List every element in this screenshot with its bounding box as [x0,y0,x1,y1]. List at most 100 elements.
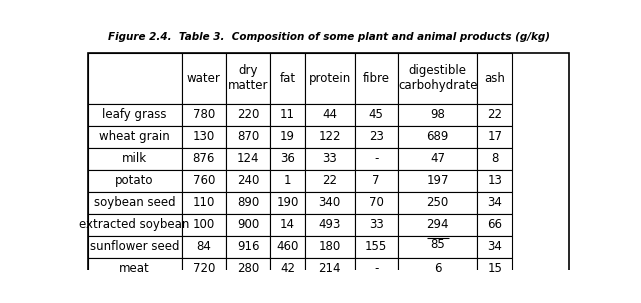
Text: 33: 33 [369,218,383,231]
Text: 240: 240 [237,174,259,187]
Bar [305,104,354,126]
Text: 220: 220 [237,108,259,122]
Text: 22: 22 [487,108,503,122]
Bar [181,236,226,258]
Text: 11: 11 [280,108,295,122]
Bar [88,104,181,126]
Bar [478,53,512,104]
Text: 44: 44 [322,108,337,122]
Bar [88,53,181,104]
Text: extracted soybean: extracted soybean [79,218,190,231]
Bar [478,126,512,148]
Text: 294: 294 [426,218,449,231]
Text: 45: 45 [369,108,384,122]
Bar [181,126,226,148]
Text: potato: potato [115,174,154,187]
Bar [478,148,512,170]
Bar [305,170,354,192]
Bar [181,104,226,126]
Text: leafy grass: leafy grass [103,108,167,122]
Text: 47: 47 [430,152,445,165]
Text: Figure 2.4.  Table 3.  Composition of some plant and animal products (g/kg): Figure 2.4. Table 3. Composition of some… [108,32,549,42]
Text: 85: 85 [430,238,445,251]
Bar [271,170,305,192]
Text: 19: 19 [280,130,295,143]
Bar [354,126,398,148]
Bar [354,148,398,170]
Bar [354,214,398,236]
Bar [478,236,512,258]
Bar [226,236,271,258]
Text: 760: 760 [192,174,215,187]
Bar [271,192,305,214]
Bar [88,214,181,236]
Text: 84: 84 [196,240,211,253]
Text: 197: 197 [426,174,449,187]
Text: 900: 900 [237,218,259,231]
Bar [88,192,181,214]
Bar [398,53,478,104]
Bar [354,170,398,192]
Text: 7: 7 [372,174,380,187]
Text: dry
matter: dry matter [228,64,269,92]
Bar [271,148,305,170]
Text: ash: ash [485,72,505,85]
Bar [88,236,181,258]
Text: 98: 98 [430,108,445,122]
Text: fat: fat [279,72,296,85]
Text: 916: 916 [237,240,260,253]
Text: 155: 155 [365,240,387,253]
Bar [181,53,226,104]
Text: 8: 8 [491,152,499,165]
Text: sunflower seed: sunflower seed [90,240,179,253]
Bar [271,258,305,279]
Bar [354,53,398,104]
Text: 460: 460 [276,240,299,253]
Bar [478,104,512,126]
Text: 720: 720 [192,262,215,275]
Text: 493: 493 [319,218,341,231]
Text: 17: 17 [487,130,503,143]
Text: digestible
carbohydrate: digestible carbohydrate [398,64,478,92]
Text: 876: 876 [192,152,215,165]
Text: -: - [374,152,378,165]
Bar [398,236,478,258]
Bar [271,53,305,104]
Text: 250: 250 [426,196,449,209]
Text: 34: 34 [487,240,502,253]
Text: 1: 1 [284,174,291,187]
Text: meat: meat [119,262,150,275]
Text: 340: 340 [319,196,341,209]
Text: -: - [374,262,378,275]
Text: 23: 23 [369,130,384,143]
Bar [478,258,512,279]
Text: 130: 130 [192,130,215,143]
Text: 190: 190 [276,196,299,209]
Bar [181,214,226,236]
Bar [305,148,354,170]
Bar [305,126,354,148]
Bar [354,258,398,279]
Bar [478,214,512,236]
Text: 34: 34 [487,196,502,209]
Bar [305,192,354,214]
Bar [226,170,271,192]
Bar [398,126,478,148]
Bar [305,258,354,279]
Text: 42: 42 [280,262,295,275]
Bar [398,170,478,192]
Text: 689: 689 [426,130,449,143]
Text: 13: 13 [487,174,502,187]
Bar [398,192,478,214]
Bar [226,148,271,170]
Bar [226,126,271,148]
Bar [398,214,478,236]
Bar [271,214,305,236]
Text: 66: 66 [487,218,503,231]
Bar [226,53,271,104]
Text: 214: 214 [319,262,341,275]
Text: 15: 15 [487,262,502,275]
Bar [226,192,271,214]
Bar [88,148,181,170]
Bar [181,258,226,279]
